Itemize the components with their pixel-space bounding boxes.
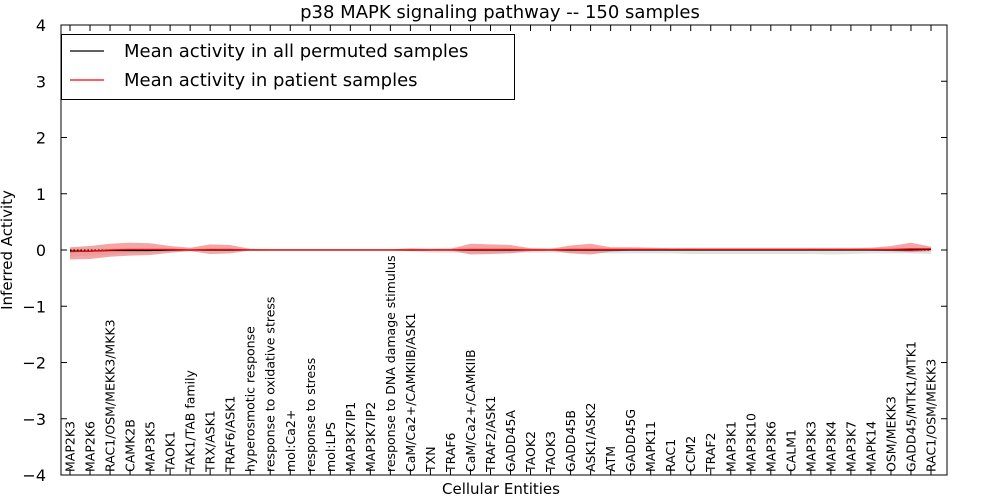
- x-category-label: ASK1/ASK2: [583, 403, 598, 472]
- legend-label-patient: Mean activity in patient samples: [124, 70, 418, 91]
- x-category-label: response to oxidative stress: [263, 297, 278, 472]
- x-category-label: TAOK2: [523, 431, 538, 473]
- x-category-label: TAOK3: [543, 431, 558, 473]
- y-tick-label: −2: [22, 354, 46, 373]
- x-category-label: TRAF6/ASK1: [223, 396, 238, 473]
- x-category-label: RAC1/OSM/MEKK3/MKK3: [103, 319, 118, 472]
- chart-title: p38 MAPK signaling pathway -- 150 sample…: [300, 2, 700, 23]
- x-category-label: MAP3K7IP2: [363, 402, 378, 472]
- legend: Mean activity in all permuted samples Me…: [61, 34, 515, 100]
- x-category-label: TAK1/TAB family: [183, 369, 198, 473]
- x-axis-title: Cellular Entities: [442, 480, 560, 498]
- x-category-label: response to DNA damage stimulus: [383, 255, 398, 472]
- x-category-label: CAMK2B: [123, 419, 138, 472]
- x-category-label: MAP3K3: [803, 421, 818, 472]
- band-patient: [70, 242, 931, 260]
- x-category-label: TAOK1: [163, 431, 178, 473]
- x-category-label: TRAF2: [703, 432, 718, 473]
- x-category-label: RAC1: [663, 439, 678, 472]
- x-category-label: MAP3K5: [143, 421, 158, 472]
- x-category-label: CALM1: [783, 429, 798, 472]
- x-category-label: MAP3K7: [843, 421, 858, 472]
- x-category-label: MAP3K4: [823, 421, 838, 472]
- x-category-label: MAP3K6: [763, 421, 778, 472]
- y-axis: 4 3 2 1 0 −1 −2 −3 −4: [22, 16, 947, 485]
- x-category-label: TRX/ASK1: [203, 410, 218, 473]
- x-category-label: MAP3K7IP1: [343, 402, 358, 472]
- y-tick-label: 4: [36, 16, 46, 35]
- y-tick-label: 1: [36, 185, 46, 204]
- x-category-label: ATM: [603, 446, 618, 472]
- activity-lines: [69, 248, 932, 253]
- x-category-label: CaM/Ca2+/CAMKIIB: [463, 349, 478, 472]
- y-axis-title: Inferred Activity: [0, 190, 16, 310]
- x-category-label: OSM/MEKK3: [883, 396, 898, 472]
- plot-frame: [60, 24, 948, 476]
- x-category-label: TRAF6: [443, 432, 458, 473]
- y-tick-label: 2: [36, 129, 46, 148]
- x-category-label: MAP3K1: [723, 421, 738, 472]
- x-category-label: MAP2K6: [83, 421, 98, 472]
- x-category-label: GADD45/MTK1/MTK1: [903, 341, 918, 472]
- x-category-label: TRAF2/ASK1: [483, 396, 498, 473]
- x-category-label: MAP2K3: [63, 421, 78, 472]
- x-category-label: MAP3K10: [743, 413, 758, 472]
- x-category-label: mol:LPS: [323, 422, 338, 472]
- x-category-label: CCM2: [683, 436, 698, 472]
- y-tick-label: −4: [22, 466, 46, 485]
- x-category-label: MAPK14: [863, 421, 878, 472]
- y-tick-label: 0: [36, 241, 46, 260]
- x-category-label: GADD45A: [503, 410, 518, 472]
- x-category-label: GADD45G: [623, 409, 638, 472]
- x-category-label: hyperosmotic response: [243, 326, 258, 472]
- x-category-label: GADD45B: [563, 410, 578, 472]
- legend-box: [61, 34, 515, 100]
- x-category-label: TXN: [423, 446, 438, 473]
- x-category-label: mol:Ca2+: [283, 410, 298, 472]
- x-axis: MAP2K3 MAP2K6 RAC1/OSM/MEKK3/MKK3 CAMK2B MAP…: [63, 25, 939, 475]
- x-category-label: response to stress: [303, 358, 318, 472]
- x-category-label: RAC1/OSM/MEKK3: [924, 359, 939, 472]
- y-tick-label: 3: [36, 72, 46, 91]
- line-patient: [69, 248, 931, 253]
- x-category-label: CaM/Ca2+/CAMKIIB/ASK1: [403, 313, 418, 472]
- y-tick-label: −1: [22, 297, 46, 316]
- legend-label-permuted: Mean activity in all permuted samples: [124, 41, 468, 62]
- y-tick-label: −3: [22, 410, 46, 429]
- activity-bands: [70, 242, 931, 260]
- x-category-label: MAPK11: [643, 421, 658, 472]
